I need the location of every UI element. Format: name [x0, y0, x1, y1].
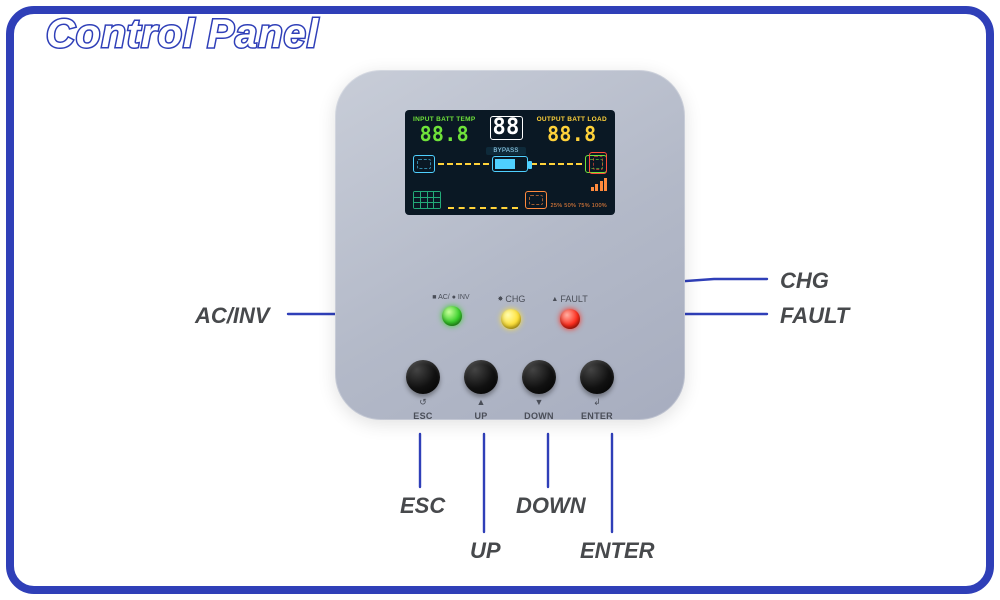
- down-button[interactable]: [522, 360, 556, 394]
- down-panel-label: DOWN: [524, 411, 554, 421]
- grid-icon: [413, 155, 435, 173]
- callout-down: DOWN: [516, 493, 586, 519]
- callout-up: UP: [470, 538, 501, 564]
- up-symbol-icon: ▲: [477, 398, 486, 407]
- callout-chg: CHG: [780, 268, 829, 294]
- esc-symbol-icon: ↺: [419, 398, 427, 407]
- callout-esc: ESC: [400, 493, 445, 519]
- battery-icon: [492, 156, 528, 172]
- led-light-fault: [560, 309, 580, 329]
- button-group-up: ▲ UP: [464, 360, 498, 421]
- led-row: ■ AC/ ● INV ✸ CHG ▲ FAULT: [335, 294, 685, 329]
- lcd-right-value: 88.8: [547, 124, 596, 144]
- enter-panel-label: ENTER: [581, 411, 613, 421]
- button-row: ↺ ESC ▲ UP ▼ DOWN ↲ ENTER: [335, 360, 685, 421]
- up-panel-label: UP: [474, 411, 487, 421]
- lcd-load-pct: 25% 50% 75% 100%: [551, 203, 607, 209]
- enter-button[interactable]: [580, 360, 614, 394]
- led-label-chg: ✸ CHG: [498, 294, 526, 304]
- led-label-acinv: ■ AC/ ● INV: [432, 294, 471, 301]
- esc-button[interactable]: [406, 360, 440, 394]
- led-fault: ▲ FAULT: [551, 294, 587, 329]
- lcd-left-value: 88.8: [420, 124, 469, 144]
- led-light-acinv: [442, 306, 462, 326]
- led-acinv: ■ AC/ ● INV: [432, 294, 471, 329]
- callout-acinv: AC/INV: [195, 303, 270, 329]
- lcd-bypass-label: BYPASS: [486, 147, 526, 155]
- up-button[interactable]: [464, 360, 498, 394]
- callout-enter: ENTER: [580, 538, 655, 564]
- led-label-fault: ▲ FAULT: [551, 294, 587, 304]
- button-group-esc: ↺ ESC: [406, 360, 440, 421]
- esc-panel-label: ESC: [413, 411, 432, 421]
- led-chg: ✸ CHG: [498, 294, 526, 329]
- enter-symbol-icon: ↲: [593, 398, 601, 407]
- pv-icon: [413, 191, 441, 209]
- led-light-chg: [501, 309, 521, 329]
- load-bars: [591, 178, 608, 191]
- load-icon: [589, 152, 607, 174]
- device-panel: INPUT BATT TEMP 88.8 88 BYPASS OUTPUT BA…: [335, 70, 685, 420]
- lcd-screen: INPUT BATT TEMP 88.8 88 BYPASS OUTPUT BA…: [405, 110, 615, 215]
- button-group-enter: ↲ ENTER: [580, 360, 614, 421]
- page-title: Control Panel: [46, 12, 319, 57]
- down-symbol-icon: ▼: [535, 398, 544, 407]
- lcd-center-value: 88: [490, 116, 523, 140]
- charger-icon: [525, 191, 547, 209]
- button-group-down: ▼ DOWN: [522, 360, 556, 421]
- callout-fault: FAULT: [780, 303, 849, 329]
